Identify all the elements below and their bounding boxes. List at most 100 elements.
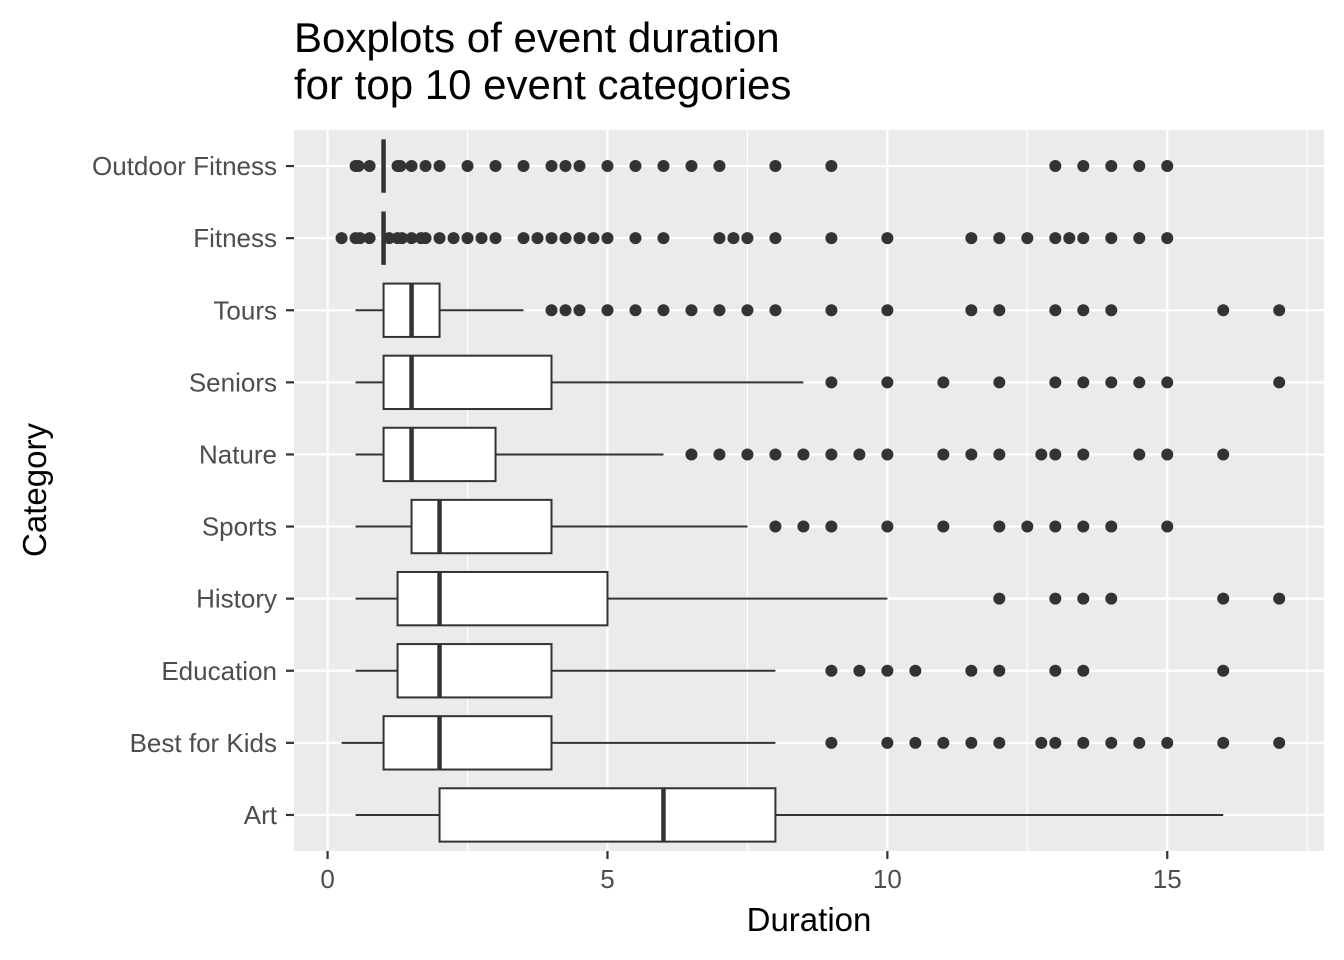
outlier-point <box>1105 160 1118 173</box>
outlier-point <box>685 304 698 317</box>
x-tick-label: 10 <box>873 864 902 894</box>
outlier-point <box>1077 592 1090 605</box>
outlier-point <box>825 160 838 173</box>
box-sports <box>355 498 748 555</box>
outlier-point <box>419 160 432 173</box>
outlier-point <box>545 232 558 245</box>
outlier-point <box>797 448 810 461</box>
outlier-point <box>769 520 782 533</box>
outlier-point <box>713 448 726 461</box>
outlier-point <box>489 232 502 245</box>
outlier-point <box>993 664 1006 677</box>
outlier-point <box>965 448 978 461</box>
y-tick-label: Tours <box>213 295 277 325</box>
outlier-point <box>1273 592 1286 605</box>
outlier-point <box>433 160 446 173</box>
outlier-point <box>335 232 348 245</box>
x-axis: 0 5 10 15 <box>320 851 1182 894</box>
y-axis-title: Category <box>16 423 53 557</box>
outlier-point <box>545 160 558 173</box>
outlier-point <box>352 160 365 173</box>
outlier-point <box>1049 736 1062 749</box>
outlier-point <box>769 304 782 317</box>
outlier-point <box>881 304 894 317</box>
outlier-point <box>1217 664 1230 677</box>
outlier-point <box>1161 160 1174 173</box>
outlier-point <box>881 664 894 677</box>
box-best-for-kids <box>341 715 776 771</box>
outlier-point <box>993 448 1006 461</box>
outlier-point <box>601 160 614 173</box>
outlier-point <box>1133 232 1146 245</box>
outlier-point <box>559 160 572 173</box>
outlier-point <box>1021 520 1034 533</box>
outlier-point <box>517 160 530 173</box>
outlier-point <box>741 448 754 461</box>
y-tick-label: Fitness <box>193 223 277 253</box>
x-tick-label: 15 <box>1153 864 1182 894</box>
outlier-point <box>1049 664 1062 677</box>
outlier-point <box>396 232 409 245</box>
box-iqr <box>382 426 497 483</box>
outlier-point <box>573 232 586 245</box>
y-tick-label: Seniors <box>189 367 277 397</box>
outlier-point <box>1161 232 1174 245</box>
box-iqr <box>410 498 553 555</box>
chart-title-line-1: Boxplots of event duration <box>294 14 780 61</box>
outlier-point <box>769 232 782 245</box>
outlier-point <box>685 160 698 173</box>
outlier-point <box>461 232 474 245</box>
outlier-point <box>1161 376 1174 389</box>
outlier-point <box>475 232 488 245</box>
outlier-point <box>993 736 1006 749</box>
outlier-point <box>881 448 894 461</box>
outlier-point <box>559 304 572 317</box>
outlier-point <box>354 232 367 245</box>
x-axis-title: Duration <box>747 901 872 938</box>
box-iqr <box>438 787 777 843</box>
outlier-layer <box>335 160 1286 749</box>
y-tick-label: Nature <box>199 439 277 469</box>
outlier-point <box>1035 736 1048 749</box>
box-education <box>355 643 776 699</box>
outlier-point <box>825 520 838 533</box>
y-axis: Outdoor Fitness Fitness Tours Seniors Nature… <box>92 151 294 830</box>
outlier-point <box>573 160 586 173</box>
outlier-point <box>1133 736 1146 749</box>
outlier-point <box>1063 232 1076 245</box>
outlier-point <box>881 736 894 749</box>
outlier-point <box>573 304 586 317</box>
box-history <box>355 570 888 627</box>
outlier-point <box>769 160 782 173</box>
outlier-point <box>825 376 838 389</box>
outlier-point <box>825 736 838 749</box>
box-art <box>355 787 1224 843</box>
outlier-point <box>741 304 754 317</box>
outlier-point <box>1133 376 1146 389</box>
outlier-point <box>1105 592 1118 605</box>
outlier-point <box>601 304 614 317</box>
outlier-point <box>1217 592 1230 605</box>
outlier-point <box>825 232 838 245</box>
box-layer <box>341 139 1224 843</box>
outlier-point <box>629 160 642 173</box>
outlier-point <box>993 520 1006 533</box>
outlier-point <box>1161 520 1174 533</box>
outlier-point <box>727 232 740 245</box>
outlier-point <box>1077 448 1090 461</box>
outlier-point <box>1133 160 1146 173</box>
outlier-point <box>881 520 894 533</box>
outlier-point <box>1049 592 1062 605</box>
box-nature <box>355 426 664 483</box>
outlier-point <box>937 376 950 389</box>
outlier-point <box>993 592 1006 605</box>
outlier-point <box>1077 664 1090 677</box>
outlier-point <box>825 304 838 317</box>
outlier-point <box>853 664 866 677</box>
outlier-point <box>1105 736 1118 749</box>
outlier-point <box>559 232 572 245</box>
box-iqr <box>382 715 553 771</box>
outlier-point <box>1161 448 1174 461</box>
box-iqr <box>382 354 553 411</box>
